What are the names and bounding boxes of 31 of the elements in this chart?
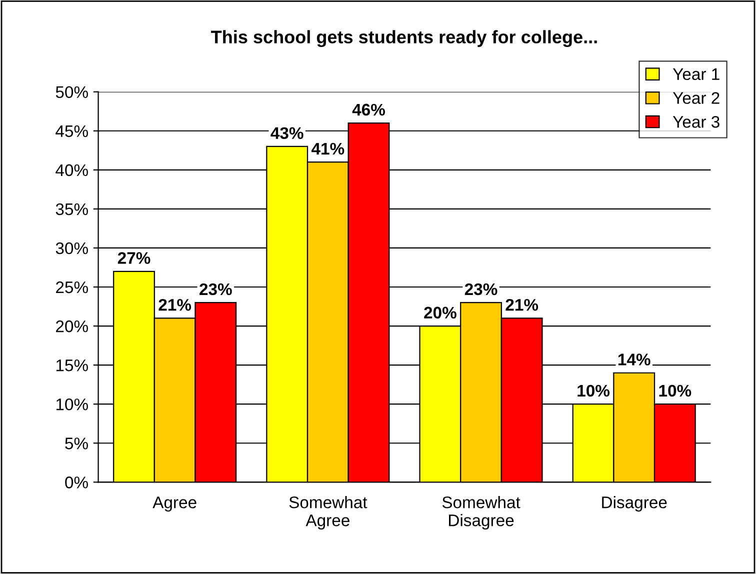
y-tick-label: 35%: [56, 203, 88, 216]
data-label: 43%: [270, 127, 304, 140]
data-label: 20%: [424, 306, 456, 319]
data-label: 23%: [464, 283, 498, 296]
legend-label: Year 1: [672, 68, 720, 80]
data-label: 27%: [118, 252, 150, 264]
data-label: 14%: [618, 354, 650, 366]
y-tick-label: 5%: [65, 438, 88, 450]
y-tick-label: 45%: [56, 125, 88, 138]
y-tick-label: 15%: [56, 360, 88, 372]
x-tick-label: Agree: [152, 496, 196, 512]
legend-label: Year 3: [672, 116, 720, 128]
y-tick-label: 20%: [56, 320, 88, 332]
y-tick-label: 0%: [65, 476, 88, 488]
data-label: 21%: [506, 298, 538, 311]
y-tick-label: 25%: [56, 281, 88, 294]
y-tick-label: 50%: [56, 86, 88, 98]
y-tick-label: 40%: [56, 164, 88, 176]
x-tick-label: Disagree: [602, 496, 667, 512]
x-tick-label: Somewhat Disagree: [442, 496, 520, 530]
x-tick-label: Somewhat Agree: [289, 496, 368, 530]
data-label: 21%: [158, 298, 192, 311]
y-tick-label: 30%: [56, 242, 88, 254]
data-label: 10%: [578, 384, 610, 397]
chart-title: This school gets students ready for college...: [211, 30, 597, 48]
data-label: 46%: [352, 104, 385, 116]
legend-label: Year 2: [672, 92, 720, 104]
y-tick-label: 10%: [56, 398, 88, 410]
data-label: 41%: [311, 142, 344, 155]
data-label: 10%: [659, 384, 692, 397]
data-label: 23%: [200, 283, 232, 296]
